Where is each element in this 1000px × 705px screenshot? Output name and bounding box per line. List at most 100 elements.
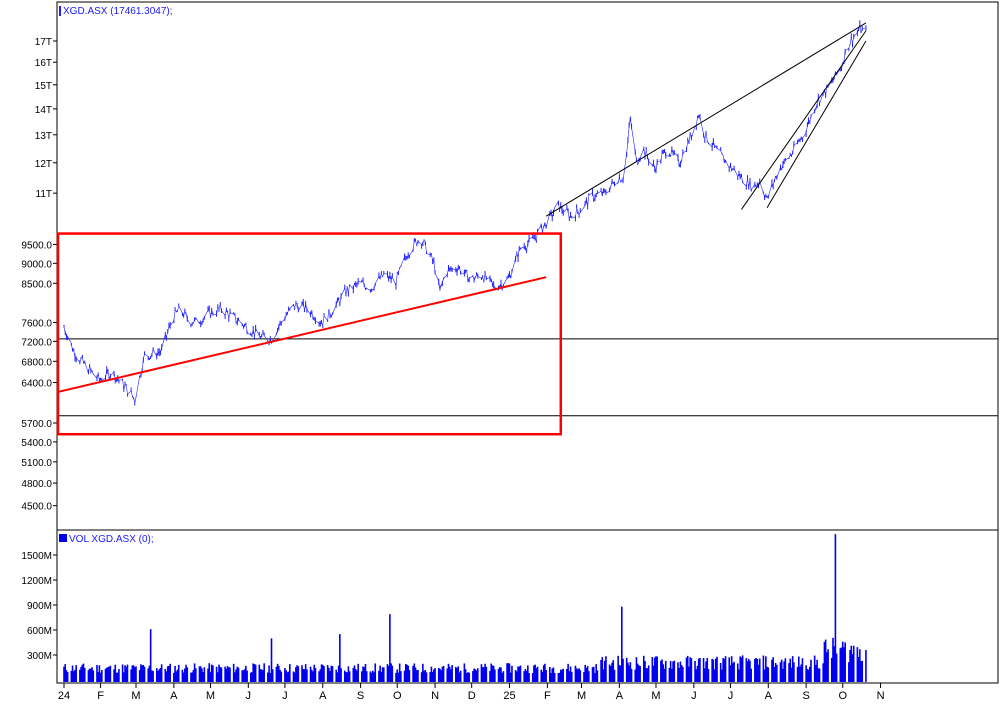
volume-bar <box>97 671 99 682</box>
price-link <box>363 285 366 290</box>
volume-bar <box>353 665 356 682</box>
volume-bar <box>429 672 431 682</box>
price-link <box>166 331 169 337</box>
volume-bar <box>506 663 508 682</box>
price-link <box>287 309 289 314</box>
volume-bar <box>345 671 347 682</box>
volume-bar <box>739 656 742 682</box>
volume-bar <box>83 667 86 682</box>
volume-bar <box>337 665 340 682</box>
volume-bar <box>559 669 562 682</box>
volume-bar <box>527 665 529 682</box>
volume-bar <box>447 663 450 682</box>
volume-bar <box>242 670 245 682</box>
price-link <box>450 268 453 270</box>
price-link <box>332 304 337 315</box>
volume-bar <box>815 664 817 682</box>
price-link <box>392 277 397 286</box>
volume-bar <box>762 655 765 682</box>
x-tick-label: J <box>282 690 288 702</box>
price-link <box>245 324 248 333</box>
volume-bar <box>771 659 773 682</box>
volume-bar <box>176 669 179 682</box>
volume-bar <box>629 662 632 682</box>
volume-bar <box>284 668 286 682</box>
volume-bar <box>617 655 619 682</box>
price-link <box>67 336 72 344</box>
volume-bar <box>702 657 705 682</box>
volume-bar <box>638 665 640 682</box>
volume-bar <box>270 638 273 682</box>
volume-bar <box>417 669 419 682</box>
volume-bar <box>806 668 809 682</box>
volume-bar <box>380 671 383 682</box>
price-link <box>440 282 443 285</box>
volume-bar <box>849 650 851 682</box>
price-link <box>465 269 467 271</box>
price-link <box>801 137 803 139</box>
volume-bar <box>446 668 449 682</box>
price-link <box>74 357 77 359</box>
price-link <box>284 315 287 320</box>
volume-bar <box>245 665 247 682</box>
volume-bar <box>201 668 203 682</box>
y-tick-label: 17T <box>35 37 52 48</box>
volume-bar <box>524 668 527 682</box>
volume-bar <box>185 664 187 682</box>
y-tick-label: 4500.0 <box>21 502 52 513</box>
volume-bar <box>464 669 467 682</box>
price-link <box>561 210 564 213</box>
price-link <box>477 276 482 279</box>
price-link <box>626 140 629 153</box>
volume-bar <box>269 673 272 682</box>
volume-bar <box>465 673 468 682</box>
volume-bar <box>379 665 381 682</box>
volume-bar <box>714 658 717 682</box>
volume-bar <box>177 664 180 682</box>
price-link <box>161 334 166 349</box>
price-link <box>122 379 125 389</box>
volume-bar <box>420 672 423 682</box>
price-link <box>285 313 288 316</box>
volume-bar <box>455 666 457 682</box>
x-tick-label: M <box>651 690 660 702</box>
volume-bar <box>621 606 623 682</box>
price-link <box>160 348 162 353</box>
volume-bar <box>610 666 612 682</box>
volume-bar <box>232 663 235 682</box>
volume-bar <box>548 666 551 682</box>
volume-bar <box>336 672 339 682</box>
price-link <box>229 312 234 315</box>
volume-bar <box>152 671 154 682</box>
x-tick-label: A <box>319 690 327 702</box>
price-link <box>486 277 491 280</box>
price-link <box>293 304 295 309</box>
volume-bar <box>800 664 803 682</box>
price-link <box>399 265 402 268</box>
price-link <box>689 133 692 139</box>
volume-bar <box>340 668 342 682</box>
volume-bar <box>857 656 860 682</box>
price-link <box>570 215 572 217</box>
price-link <box>741 175 743 183</box>
price-link <box>183 310 186 317</box>
price-link <box>201 319 204 324</box>
price-link <box>776 166 781 179</box>
volume-bar <box>74 669 76 682</box>
volume-bar <box>263 663 265 682</box>
volume-bar <box>824 639 827 682</box>
volume-bar <box>133 667 136 682</box>
x-tick-label: N <box>877 690 885 702</box>
x-tick-label: O <box>838 690 847 702</box>
volume-bar <box>63 666 65 682</box>
price-link <box>173 309 176 322</box>
volume-bar <box>107 667 109 682</box>
volume-bar <box>396 669 399 682</box>
volume-bar <box>732 663 734 682</box>
volume-bar <box>437 668 440 682</box>
volume-bar <box>115 672 118 682</box>
volume-bar <box>320 664 323 682</box>
price-link <box>90 369 93 372</box>
price-link <box>722 155 725 163</box>
